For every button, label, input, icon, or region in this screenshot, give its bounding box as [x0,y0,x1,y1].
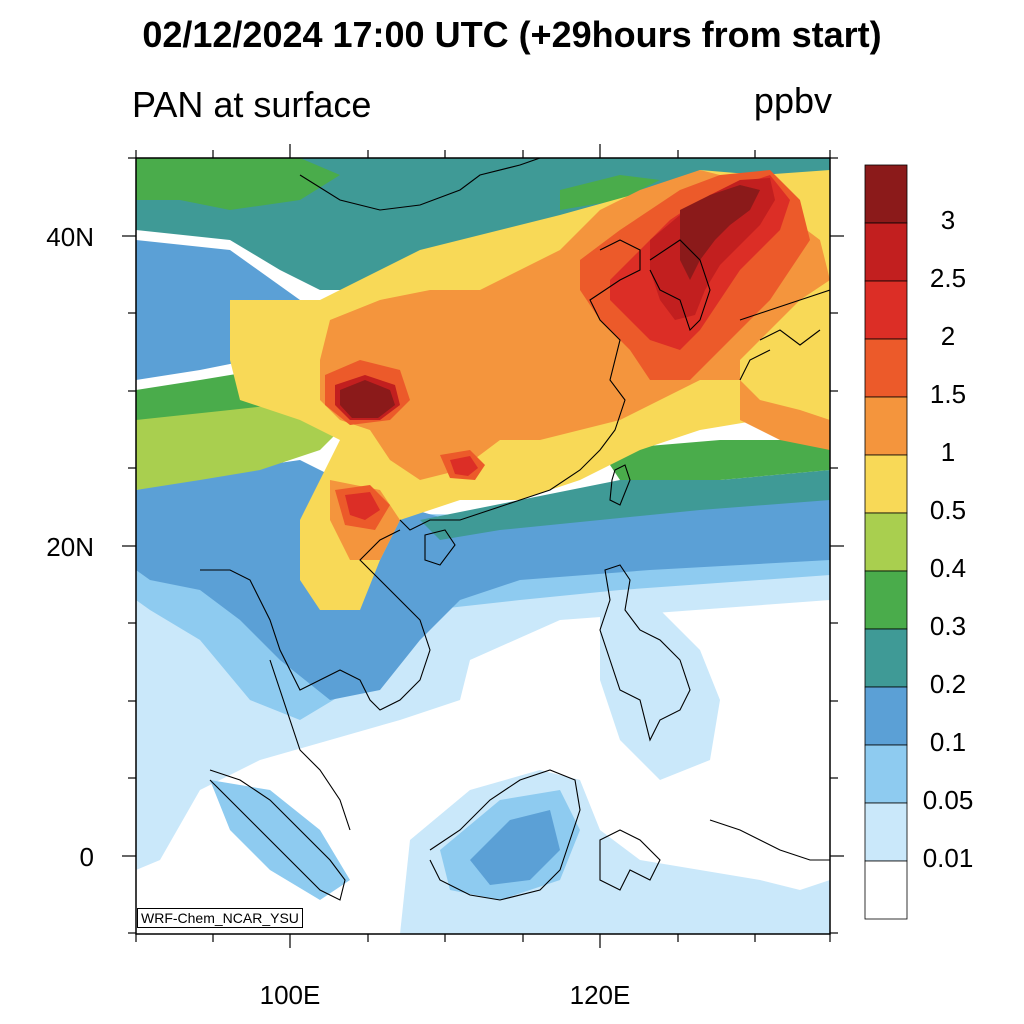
colorbar-swatch [864,512,908,572]
field-level-0.05-sumatra [210,780,350,900]
field-level-3 [680,185,760,280]
lon-label-120e: 120E [569,980,631,1010]
concentration-field [136,158,830,934]
colorbar-swatch [864,454,908,514]
units-label: ppbv [753,80,832,121]
colorbar-swatch [864,280,908,340]
coastlines [200,158,830,901]
coast-sulawesi [599,829,661,891]
model-credit: WRF-Chem_NCAR_YSU [137,908,303,928]
colorbar-swatch [864,396,908,456]
colorbar-label: 2.5 [929,263,967,293]
colorbar-swatch [864,628,908,688]
colorbar-swatch [864,570,908,630]
field-level-0.01-phil [600,600,720,780]
lon-label-100e: 100E [259,980,321,1010]
colorbar-swatch [864,860,908,920]
colorbar-label: 2 [940,321,956,351]
coast-taiwan [609,464,631,506]
colorbar-label: 0.2 [929,669,967,699]
colorbar-swatch [864,744,908,804]
field-level-2-hunan [450,456,478,476]
field-level-3-sichuan [340,380,395,418]
colorbar-label: 0.01 [922,843,974,873]
field-level-0.3 [136,158,340,210]
field-level-0.4 [136,400,350,490]
colorbar-swatch [864,338,908,398]
colorbar-label: 0.05 [922,785,974,815]
coast-newguinea [709,819,830,861]
colorbar-label: 0.1 [929,727,967,757]
lat-label-40n: 40N [46,222,94,252]
ticks [122,144,844,948]
field-level-0.3-south [600,440,830,480]
border-north [299,158,541,211]
lat-label-0: 0 [79,842,94,872]
colorbar-label: 0.3 [929,611,967,641]
field-level-2-laos [345,492,380,520]
coast-indochina [200,529,431,711]
colorbar-label: 0.4 [929,553,967,583]
colorbar-label: 3 [940,205,956,235]
field-level-0.1-borneo [470,810,560,885]
lat-label-20n: 20N [46,532,94,562]
coast-korea [649,239,711,332]
colorbar-swatch [864,164,908,224]
map-title: 02/12/2024 17:00 UTC (+29hours from star… [142,14,882,55]
colorbar-label: 1.5 [929,379,967,409]
colorbar-label: 0.5 [929,495,967,525]
coast-japan [739,289,830,381]
coast-hainan [424,529,456,566]
coast-borneo [429,769,581,901]
colorbar-swatch [864,802,908,862]
coast-phil [599,564,691,742]
field-level-0.2-south [420,470,830,540]
coast-sumatra [209,769,346,901]
coast-malay [269,659,351,831]
colorbar-swatch [864,222,908,282]
coast-china [399,239,641,531]
field-level-0.3-north [560,175,660,210]
variable-label: PAN at surface [132,84,372,125]
colorbar-label: 1 [940,437,956,467]
colorbar-swatch [864,686,908,746]
colorbar [864,164,908,920]
